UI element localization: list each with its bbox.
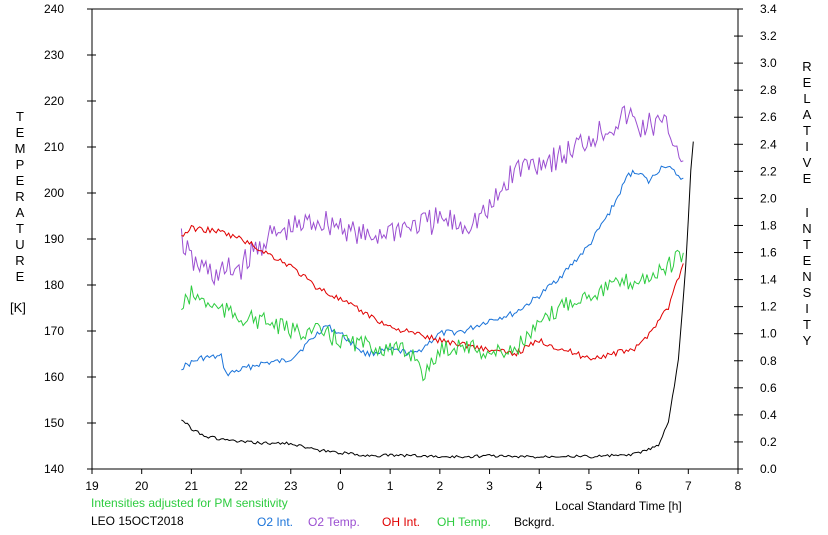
right-tick-label: 0.8 (760, 354, 777, 368)
left-tick-label: 240 (44, 2, 64, 16)
legend-entry: Bckgrd. (514, 515, 555, 529)
left-tick-label: 220 (44, 94, 64, 108)
axis-label-letter: N (802, 221, 812, 236)
axis-label-letter: R (802, 59, 812, 74)
plot-frame (91, 8, 739, 470)
x-tick-label: 19 (85, 479, 99, 493)
x-tick-label: 4 (536, 479, 543, 493)
axis-label-letter: E (15, 269, 25, 284)
series-line-o2-temp (180, 105, 684, 286)
axis-label-letter: V (802, 155, 812, 170)
axis-label-letter: N (802, 269, 812, 284)
right-tick-label: 2.4 (760, 137, 777, 151)
series-line-oh-temp (181, 249, 684, 382)
right-tick-label: 3.0 (760, 56, 777, 70)
right-tick-label: 2.8 (760, 83, 777, 97)
right-tick-label: 1.8 (760, 218, 777, 232)
right-tick-label: 2.2 (760, 164, 777, 178)
axis-label-letter: I (805, 205, 809, 220)
series-line-oh-int (181, 224, 684, 361)
left-tick-label: 210 (44, 140, 64, 154)
axis-label-letter: I (805, 139, 809, 154)
legend-entry: OH Temp. (437, 515, 491, 529)
left-tick-label: 140 (44, 462, 64, 476)
axis-label-letter: E (802, 171, 812, 186)
left-axis-unit: [K] (10, 300, 26, 315)
left-tick-label: 190 (44, 232, 64, 246)
x-tick-label: 23 (284, 479, 298, 493)
axis-label-letter: T (16, 221, 24, 236)
axis-label-letter: T (803, 237, 811, 252)
axis-label-letter: E (802, 75, 812, 90)
axis-label-letter: P (15, 157, 25, 172)
left-tick-label: 200 (44, 186, 64, 200)
x-tick-label: 6 (635, 479, 642, 493)
right-tick-label: 3.4 (760, 2, 777, 16)
station-date-label: LEO 15OCT2018 (91, 514, 184, 528)
right-tick-label: 0.6 (760, 381, 777, 395)
x-tick-label: 8 (735, 479, 742, 493)
right-tick-label: 1.0 (760, 327, 777, 341)
axis-label-letter: Y (802, 333, 812, 348)
x-tick-label: 7 (685, 479, 692, 493)
axis-label-letter: M (14, 141, 26, 156)
right-tick-label: 2.0 (760, 191, 777, 205)
right-tick-label: 1.2 (760, 300, 777, 314)
left-tick-label: 170 (44, 324, 64, 338)
axis-label-letter: R (15, 253, 25, 268)
left-tick-label: 150 (44, 416, 64, 430)
axis-label-letter: U (15, 237, 25, 252)
left-tick-label: 180 (44, 278, 64, 292)
right-tick-label: 0.2 (760, 435, 777, 449)
axis-label-letter: A (15, 205, 25, 220)
axis-label-letter: S (802, 285, 812, 300)
legend-entry: OH Int. (382, 515, 420, 529)
right-tick-label: 3.2 (760, 29, 777, 43)
axis-label-letter: R (15, 189, 25, 204)
x-tick-label: 2 (437, 479, 444, 493)
x-tick-label: 22 (234, 479, 248, 493)
x-tick-label: 20 (135, 479, 149, 493)
series-line-o2-int (181, 165, 684, 377)
axis-label-letter: A (802, 107, 812, 122)
x-tick-label: 0 (337, 479, 344, 493)
right-tick-label: 0.0 (760, 462, 777, 476)
x-tick-label: 21 (185, 479, 199, 493)
axis-label-letter: T (803, 123, 811, 138)
axis-label-letter: T (803, 317, 811, 332)
right-tick-label: 1.4 (760, 273, 777, 287)
right-tick-label: 2.6 (760, 110, 777, 124)
legend-entry: O2 Temp. (308, 515, 360, 529)
left-tick-label: 230 (44, 48, 64, 62)
axis-label-letter: E (15, 125, 25, 140)
x-axis-label: Local Standard Time [h] (555, 499, 682, 513)
x-tick-label: 1 (387, 479, 394, 493)
axis-label-letter: E (802, 253, 812, 268)
sensitivity-note: Intensities adjusted for PM sensitivity (91, 496, 288, 510)
right-tick-label: 1.6 (760, 246, 777, 260)
axis-label-letter: T (16, 109, 24, 124)
axis-label-letter: E (15, 173, 25, 188)
x-tick-label: 3 (486, 479, 493, 493)
series-line-bckgrd (181, 141, 694, 459)
legend-entry: O2 Int. (257, 515, 293, 529)
left-tick-label: 160 (44, 370, 64, 384)
x-tick-label: 5 (586, 479, 593, 493)
right-tick-label: 0.4 (760, 408, 777, 422)
axis-label-letter: L (803, 91, 811, 106)
axis-label-letter: I (805, 301, 809, 316)
